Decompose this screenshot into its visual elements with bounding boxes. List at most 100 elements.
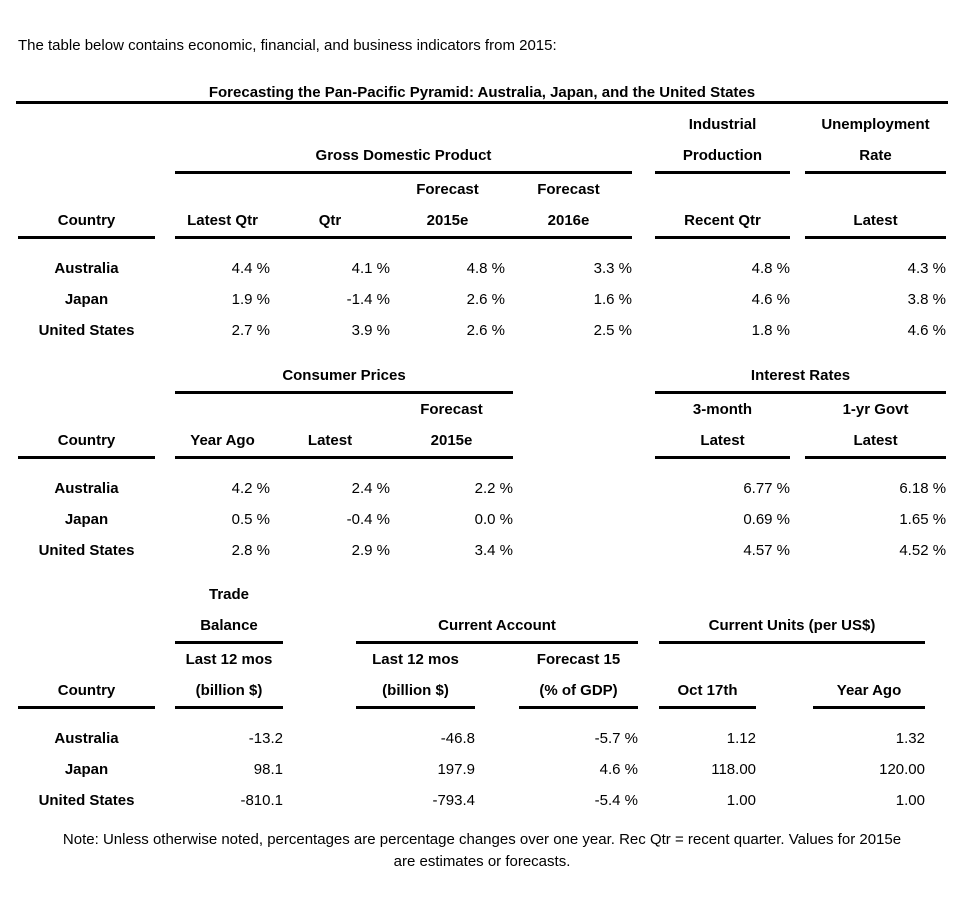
value-cell: 4.52 % bbox=[899, 542, 947, 559]
group-header-production: Production bbox=[655, 140, 790, 174]
column-header-year-ago: Year Ago bbox=[175, 425, 270, 459]
value-cell: 197.9 bbox=[437, 761, 475, 778]
gdp-table: Industrial Unemployment Gross Domestic P… bbox=[18, 109, 946, 346]
value-cell: 2.4 % bbox=[351, 480, 390, 497]
sub-header-3month: 3-month bbox=[692, 401, 753, 418]
value-cell: 0.5 % bbox=[231, 511, 270, 528]
column-header-country: Country bbox=[18, 675, 155, 709]
table-row: Japan 98.1 197.9 4.6 % 118.00 120.00 bbox=[18, 754, 946, 785]
value-cell: 4.3 % bbox=[907, 260, 946, 277]
value-cell: 2.7 % bbox=[231, 322, 270, 339]
value-cell: 1.32 bbox=[895, 730, 925, 747]
sub-header-forecast-15: Forecast 15 bbox=[536, 651, 621, 668]
table-row: Australia 4.2 % 2.4 % 2.2 % 6.77 % 6.18 … bbox=[18, 458, 946, 505]
value-cell: 120.00 bbox=[879, 761, 925, 778]
column-header-3month-latest: Latest bbox=[655, 425, 791, 459]
column-header-country: Country bbox=[18, 205, 155, 239]
country-cell: Japan bbox=[64, 511, 109, 528]
intro-text: The table below contains economic, finan… bbox=[18, 37, 557, 54]
table-row: Australia 4.4 % 4.1 % 4.8 % 3.3 % 4.8 % … bbox=[18, 238, 946, 285]
value-cell: 2.2 % bbox=[474, 480, 514, 497]
group-header-industrial: Industrial bbox=[688, 116, 757, 133]
country-cell: Australia bbox=[54, 730, 119, 747]
value-cell: -0.4 % bbox=[346, 511, 390, 528]
column-header-billion-ca: (billion $) bbox=[356, 675, 475, 709]
table-row: Australia -13.2 -46.8 -5.7 % 1.12 1.32 bbox=[18, 708, 946, 755]
country-cell: United States bbox=[38, 322, 135, 339]
value-cell: 0.69 % bbox=[743, 511, 791, 528]
value-cell: 4.6 % bbox=[599, 761, 638, 778]
value-cell: -46.8 bbox=[440, 730, 475, 747]
column-header-2016e: 2016e bbox=[505, 205, 632, 239]
value-cell: 2.6 % bbox=[466, 291, 505, 308]
value-cell: 1.6 % bbox=[593, 291, 632, 308]
sub-header-last12-trade: Last 12 mos bbox=[185, 651, 273, 668]
country-cell: Japan bbox=[64, 761, 109, 778]
country-cell: Australia bbox=[54, 480, 119, 497]
column-header-2015e: 2015e bbox=[390, 205, 505, 239]
group-header-consumer-prices: Consumer Prices bbox=[175, 360, 514, 394]
table-row: Japan 1.9 % -1.4 % 2.6 % 1.6 % 4.6 % 3.8… bbox=[18, 284, 946, 315]
group-header-balance: Balance bbox=[175, 610, 283, 644]
value-cell: 4.57 % bbox=[743, 542, 791, 559]
group-header-interest-rates: Interest Rates bbox=[655, 360, 947, 394]
value-cell: 4.6 % bbox=[751, 291, 790, 308]
group-header-trade: Trade bbox=[208, 586, 250, 603]
column-header-recent-qtr: Recent Qtr bbox=[655, 205, 790, 239]
sub-header-forecast: Forecast bbox=[420, 401, 483, 418]
value-cell: 3.4 % bbox=[474, 542, 514, 559]
group-header-current-units: Current Units (per US$) bbox=[659, 610, 925, 644]
value-cell: -793.4 bbox=[432, 792, 475, 809]
note-text: Note: Unless otherwise noted, percentage… bbox=[18, 829, 946, 873]
table-row: United States 2.7 % 3.9 % 2.6 % 2.5 % 1.… bbox=[18, 315, 946, 346]
value-cell: 3.9 % bbox=[351, 322, 390, 339]
value-cell: 1.65 % bbox=[899, 511, 947, 528]
column-header-country: Country bbox=[18, 425, 155, 459]
value-cell: 2.8 % bbox=[231, 542, 270, 559]
column-header-billion-trade: (billion $) bbox=[175, 675, 283, 709]
country-cell: Japan bbox=[64, 291, 109, 308]
note-line-1: Note: Unless otherwise noted, percentage… bbox=[62, 831, 902, 848]
column-header-latest: Latest bbox=[805, 205, 946, 239]
country-cell: Australia bbox=[54, 260, 119, 277]
value-cell: 1.9 % bbox=[231, 291, 270, 308]
sub-header-1yr-govt: 1-yr Govt bbox=[842, 401, 909, 418]
group-header-unemployment: Unemployment bbox=[821, 116, 930, 133]
column-header-pct-gdp: (% of GDP) bbox=[519, 675, 638, 709]
value-cell: -5.4 % bbox=[594, 792, 638, 809]
value-cell: 2.9 % bbox=[351, 542, 390, 559]
value-cell: 1.00 bbox=[726, 792, 756, 809]
value-cell: 3.3 % bbox=[593, 260, 632, 277]
table-row: Japan 0.5 % -0.4 % 0.0 % 0.69 % 1.65 % bbox=[18, 504, 946, 535]
value-cell: 3.8 % bbox=[907, 291, 946, 308]
value-cell: -13.2 bbox=[248, 730, 283, 747]
sub-header-forecast-2015: Forecast bbox=[416, 181, 479, 198]
note-line-2: are estimates or forecasts. bbox=[393, 853, 571, 870]
value-cell: 98.1 bbox=[253, 761, 283, 778]
value-cell: 1.8 % bbox=[751, 322, 790, 339]
country-cell: United States bbox=[38, 542, 135, 559]
group-header-gdp: Gross Domestic Product bbox=[175, 140, 632, 174]
sub-header-forecast-2016: Forecast bbox=[537, 181, 600, 198]
value-cell: -1.4 % bbox=[346, 291, 390, 308]
value-cell: 2.5 % bbox=[593, 322, 632, 339]
column-header-oct-17th: Oct 17th bbox=[659, 675, 756, 709]
value-cell: 6.18 % bbox=[899, 480, 947, 497]
value-cell: 1.00 bbox=[895, 792, 925, 809]
value-cell: -5.7 % bbox=[594, 730, 638, 747]
value-cell: 1.12 bbox=[726, 730, 756, 747]
table-row: United States -810.1 -793.4 -5.4 % 1.00 … bbox=[18, 785, 946, 816]
value-cell: 4.1 % bbox=[351, 260, 390, 277]
title-rule bbox=[16, 101, 948, 104]
column-header-latest-qtr: Latest Qtr bbox=[175, 205, 270, 239]
value-cell: 4.6 % bbox=[907, 322, 946, 339]
column-header-latest: Latest bbox=[270, 425, 390, 459]
value-cell: 4.4 % bbox=[231, 260, 270, 277]
column-header-year-ago: Year Ago bbox=[813, 675, 925, 709]
value-cell: 0.0 % bbox=[474, 511, 514, 528]
group-header-rate: Rate bbox=[805, 140, 946, 174]
column-header-qtr: Qtr bbox=[270, 205, 390, 239]
value-cell: 6.77 % bbox=[743, 480, 791, 497]
column-header-2015e: 2015e bbox=[390, 425, 514, 459]
column-header-1yr-latest: Latest bbox=[805, 425, 947, 459]
